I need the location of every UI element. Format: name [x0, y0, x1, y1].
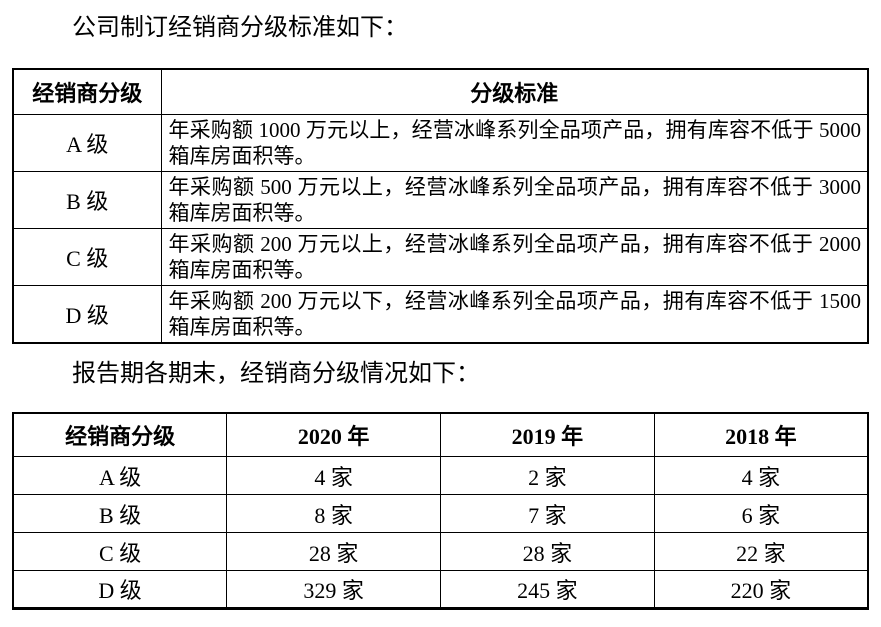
standard-cell-d: 年采购额 200 万元以下，经营冰峰系列全品项产品，拥有库容不低于 1500 箱… — [160, 284, 869, 343]
counts-level-c: C 级 — [12, 532, 228, 571]
counts-header-level: 经销商分级 — [12, 412, 228, 457]
counts-d-2019: 245 家 — [440, 570, 655, 609]
counts-a-2018: 4 家 — [653, 456, 869, 495]
table-row: D 级 年采购额 200 万元以下，经营冰峰系列全品项产品，拥有库容不低于 15… — [12, 284, 869, 343]
counts-header-2020: 2020 年 — [226, 412, 441, 457]
grading-table-header-row: 经销商分级 分级标准 — [12, 68, 869, 115]
grading-standards-table: 经销商分级 分级标准 A 级 年采购额 1000 万元以上，经营冰峰系列全品项产… — [12, 68, 869, 344]
level-cell-b: B 级 — [12, 170, 162, 229]
counts-c-2020: 28 家 — [226, 532, 441, 571]
standard-cell-a: 年采购额 1000 万元以上，经营冰峰系列全品项产品，拥有库容不低于 5000 … — [160, 113, 869, 172]
counts-level-b: B 级 — [12, 494, 228, 533]
counts-level-d: D 级 — [12, 570, 228, 609]
table-row: A 级 年采购额 1000 万元以上，经营冰峰系列全品项产品，拥有库容不低于 5… — [12, 113, 869, 172]
standard-cell-c: 年采购额 200 万元以上，经营冰峰系列全品项产品，拥有库容不低于 2000 箱… — [160, 227, 869, 286]
level-cell-a: A 级 — [12, 113, 162, 172]
grading-header-level: 经销商分级 — [12, 68, 162, 115]
counts-b-2020: 8 家 — [226, 494, 441, 533]
table-row: B 级 年采购额 500 万元以上，经营冰峰系列全品项产品，拥有库容不低于 30… — [12, 170, 869, 229]
counts-d-2018: 220 家 — [653, 570, 869, 609]
counts-c-2019: 28 家 — [440, 532, 655, 571]
counts-a-2019: 2 家 — [440, 456, 655, 495]
counts-b-2019: 7 家 — [440, 494, 655, 533]
grading-header-standard: 分级标准 — [160, 68, 869, 115]
table-row: A 级 4 家 2 家 4 家 — [12, 456, 869, 495]
counts-header-2019: 2019 年 — [440, 412, 655, 457]
counts-b-2018: 6 家 — [653, 494, 869, 533]
level-cell-c: C 级 — [12, 227, 162, 286]
table-row: B 级 8 家 7 家 6 家 — [12, 494, 869, 533]
level-cell-d: D 级 — [12, 284, 162, 343]
intro-paragraph-grading: 公司制订经销商分级标准如下： — [72, 15, 408, 41]
counts-table-header-row: 经销商分级 2020 年 2019 年 2018 年 — [12, 412, 869, 457]
counts-d-2020: 329 家 — [226, 570, 441, 609]
intro-paragraph-counts: 报告期各期末，经销商分级情况如下： — [72, 360, 480, 387]
table-row: C 级 28 家 28 家 22 家 — [12, 532, 869, 571]
counts-a-2020: 4 家 — [226, 456, 441, 495]
counts-header-2018: 2018 年 — [653, 412, 869, 457]
standard-cell-b: 年采购额 500 万元以上，经营冰峰系列全品项产品，拥有库容不低于 3000 箱… — [160, 170, 869, 229]
counts-level-a: A 级 — [12, 456, 228, 495]
dealer-counts-table: 经销商分级 2020 年 2019 年 2018 年 A 级 4 家 2 家 4… — [12, 411, 869, 610]
table-row: D 级 329 家 245 家 220 家 — [12, 570, 869, 609]
counts-c-2018: 22 家 — [653, 532, 869, 571]
table-row: C 级 年采购额 200 万元以上，经营冰峰系列全品项产品，拥有库容不低于 20… — [12, 227, 869, 286]
